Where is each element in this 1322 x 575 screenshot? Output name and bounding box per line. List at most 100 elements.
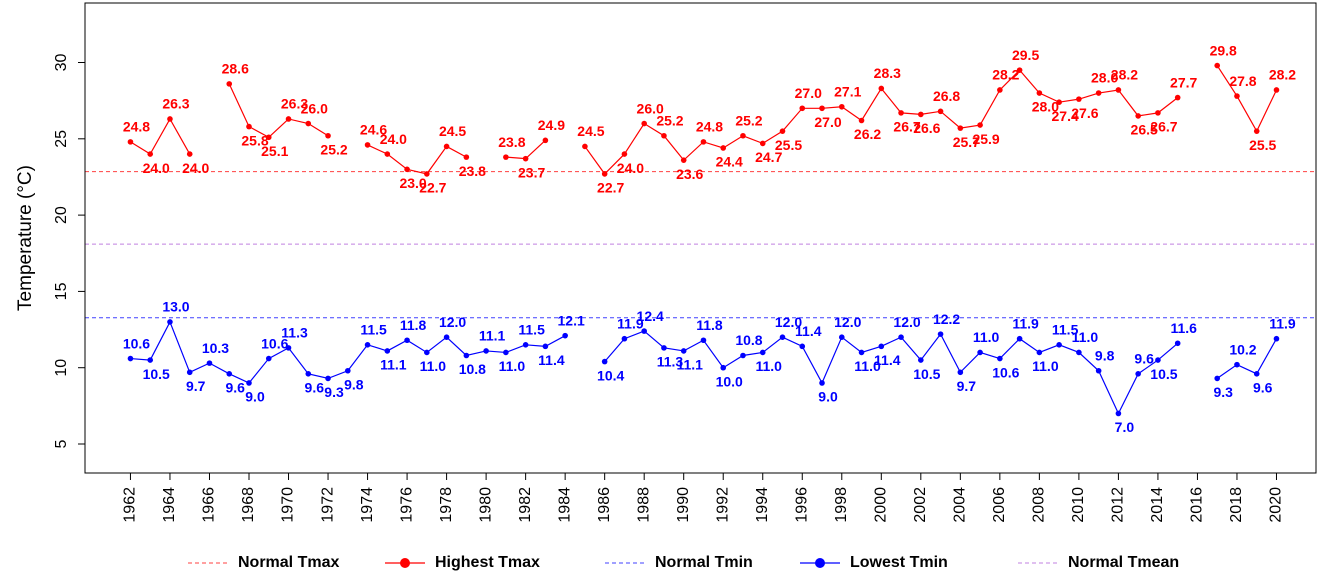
- point: [720, 145, 727, 151]
- point: [957, 125, 964, 131]
- data-label: 25.7: [953, 134, 980, 150]
- point: [1214, 62, 1221, 69]
- data-label: 12.0: [834, 314, 861, 330]
- x-tick-label: 1972: [319, 487, 336, 523]
- data-label: 28.6: [222, 61, 249, 77]
- data-label: 28.2: [992, 67, 1019, 83]
- point: [1016, 67, 1023, 73]
- x-tick-label: 2016: [1189, 487, 1206, 523]
- data-label: 13.0: [162, 299, 189, 315]
- point: [265, 355, 272, 362]
- legend-swatch: [815, 558, 825, 568]
- point: [1155, 357, 1161, 363]
- point: [443, 143, 450, 150]
- data-label: 11.4: [874, 352, 901, 368]
- point: [898, 334, 904, 340]
- point: [779, 128, 786, 134]
- data-label: 9.8: [344, 376, 364, 392]
- data-label: 11.0: [854, 358, 881, 374]
- data-label: 26.7: [1150, 119, 1177, 135]
- data-label: 11.3: [657, 354, 684, 370]
- point: [364, 142, 371, 148]
- data-label: 24.0: [143, 160, 170, 176]
- x-tick-label: 1990: [675, 487, 692, 523]
- data-label: 25.2: [735, 112, 762, 128]
- data-label: 26.6: [913, 120, 940, 136]
- point: [700, 139, 707, 145]
- x-tick-label: 1980: [477, 487, 494, 523]
- data-label: 12.0: [775, 314, 802, 330]
- data-label: 11.1: [380, 357, 407, 373]
- data-label: 10.6: [992, 364, 1019, 380]
- point: [1056, 342, 1062, 348]
- point: [621, 335, 628, 342]
- x-tick-label: 2004: [952, 487, 969, 523]
- point: [503, 154, 509, 160]
- point: [1234, 361, 1240, 368]
- x-tick-label: 2012: [1110, 487, 1127, 523]
- point: [147, 357, 154, 363]
- point: [1253, 128, 1260, 134]
- data-label: 11.0: [1032, 358, 1059, 374]
- data-label: 11.9: [1269, 315, 1296, 331]
- x-tick-label: 1996: [793, 487, 810, 523]
- data-label: 23.8: [459, 163, 486, 179]
- point: [246, 123, 252, 130]
- point: [424, 171, 430, 177]
- point: [246, 380, 252, 386]
- legend-label: Lowest Tmin: [850, 554, 948, 571]
- data-label: 27.8: [1229, 73, 1256, 89]
- point: [424, 349, 430, 356]
- point: [759, 140, 766, 147]
- point: [384, 348, 391, 354]
- data-label: 26.8: [933, 88, 960, 104]
- data-label: 26.2: [854, 126, 881, 142]
- x-tick-label: 1978: [438, 487, 455, 523]
- data-label: 11.0: [973, 329, 1000, 345]
- point: [977, 349, 983, 356]
- data-label: 28.3: [874, 65, 901, 81]
- point: [838, 103, 845, 110]
- point: [325, 132, 331, 139]
- point: [1174, 94, 1181, 101]
- point: [997, 87, 1003, 93]
- x-tick-label: 2014: [1149, 487, 1166, 523]
- point: [285, 345, 292, 351]
- data-label: 11.0: [755, 358, 782, 374]
- legend-swatch: [400, 558, 410, 568]
- x-tick-label: 1964: [161, 487, 178, 523]
- legend-label: Highest Tmax: [435, 554, 540, 571]
- y-tick-label: 10: [53, 359, 70, 377]
- point: [344, 367, 351, 374]
- data-label: 25.2: [320, 141, 347, 157]
- point: [858, 117, 865, 124]
- data-label: 29.8: [1210, 42, 1237, 58]
- point: [641, 120, 647, 127]
- data-label: 24.5: [577, 123, 604, 139]
- data-label: 24.5: [439, 123, 466, 139]
- data-label: 22.7: [597, 180, 624, 196]
- point: [819, 105, 825, 112]
- point: [1115, 87, 1122, 93]
- data-label: 11.9: [617, 315, 644, 331]
- data-label: 28.2: [1111, 67, 1138, 83]
- data-label: 9.8: [1095, 347, 1115, 363]
- point: [404, 337, 410, 344]
- point: [127, 139, 134, 145]
- data-label: 23.8: [498, 134, 525, 150]
- point: [443, 334, 450, 340]
- data-label: 10.5: [1150, 366, 1177, 382]
- x-tick-label: 2006: [991, 487, 1008, 523]
- point: [957, 369, 964, 376]
- x-tick-label: 1988: [635, 487, 652, 523]
- legend-label: Normal Tmax: [238, 554, 339, 571]
- data-label: 24.9: [538, 117, 565, 133]
- x-tick-label: 1982: [517, 487, 534, 523]
- data-label: 12.0: [893, 314, 920, 330]
- point: [700, 337, 707, 344]
- y-tick-label: 20: [53, 206, 70, 224]
- x-tick-label: 1976: [398, 487, 415, 523]
- data-label: 26.0: [301, 100, 328, 116]
- point: [937, 331, 944, 337]
- point: [1036, 349, 1043, 356]
